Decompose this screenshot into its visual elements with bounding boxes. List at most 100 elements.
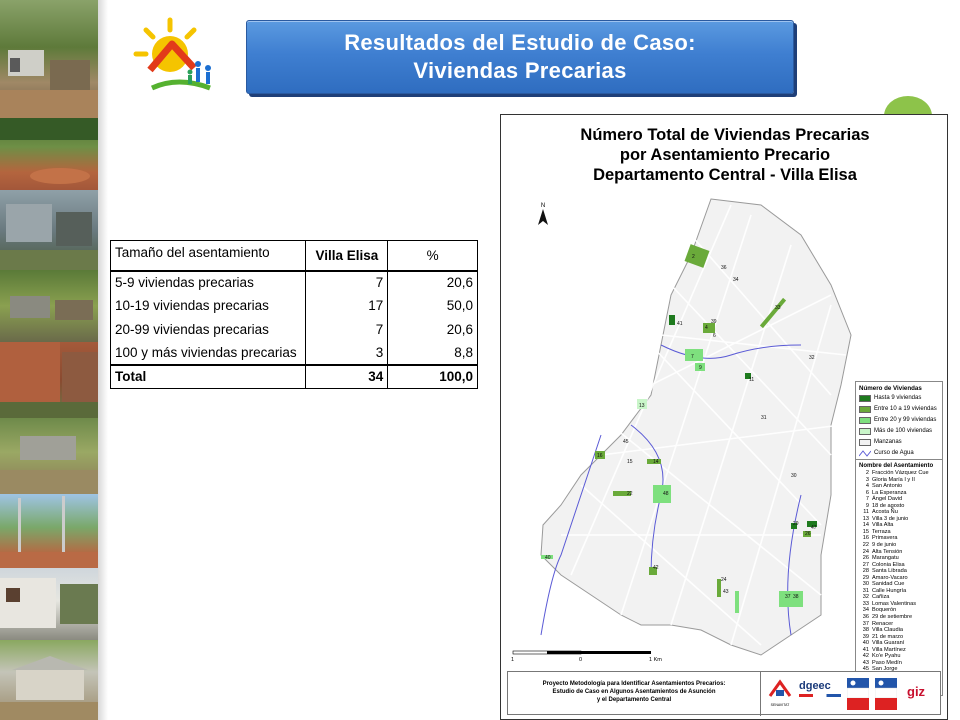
settlement-number: 34	[862, 607, 869, 614]
legend-swatch	[859, 395, 871, 402]
legend-title: Número de Viviendas	[859, 385, 922, 392]
header-percent: %	[387, 240, 478, 272]
map-area: 2 36 34 33 41 39 4 6 7 9 32 11 13 31 45 …	[540, 198, 852, 656]
settlement-number: 24	[862, 548, 869, 555]
north-arrow-icon: N	[537, 203, 549, 229]
settlement-name: Paso Medín	[872, 659, 902, 666]
label-45: 45	[623, 439, 629, 445]
table-row: 10-19 viviendas precarias 17 50,0	[109, 294, 478, 318]
row-count: 7	[305, 270, 389, 294]
list-item: 9 18 de agosto	[859, 503, 939, 510]
title-line-2: Viviendas Precarias	[413, 58, 627, 83]
settlement-names-list: Nombre del Asentamiento 2 Fracción Vázque…	[855, 459, 943, 696]
settlement-name: Cañiza	[872, 594, 890, 601]
settlement-number: 6	[865, 489, 869, 496]
settlement-number: 3	[865, 476, 869, 483]
list-item: 14 Villa Alta	[859, 522, 939, 529]
settlement-number: 29	[862, 574, 869, 581]
total-label: Total	[109, 363, 307, 389]
legend-label: Más de 100 viviendas	[874, 428, 933, 434]
label-33: 33	[775, 305, 781, 311]
people-icon	[187, 61, 211, 84]
settlement-48	[653, 485, 671, 503]
settlement-name: Villa Guaraní	[872, 640, 905, 647]
list-item: 36 29 de setiembre	[859, 614, 939, 621]
dgeec-label: dgeec	[799, 680, 831, 692]
settlement-name: Colonia Elisa	[872, 561, 905, 568]
settlement-40	[541, 555, 553, 559]
list-item: 13 Villa 3 de junio	[859, 516, 939, 523]
total-count: 34	[305, 363, 389, 389]
legend-label: Curso de Agua	[874, 450, 914, 456]
photo-settlement-1	[0, 0, 98, 118]
list-item: 32 Cañiza	[859, 594, 939, 601]
map-footer: Proyecto Metodología para Identificar As…	[507, 671, 942, 716]
list-item: 43 Paso Medín	[859, 660, 939, 667]
settlement-number: 36	[862, 614, 869, 621]
table-row: 100 y más viviendas precarias 3 8,8	[109, 341, 478, 365]
settlement-42	[649, 567, 657, 575]
settlement-name: La Esperanza	[872, 489, 907, 496]
list-item: 26 Marangatu	[859, 555, 939, 562]
settlement-22	[613, 491, 631, 496]
label-41: 41	[677, 321, 683, 327]
map-title-line-3: Departamento Central - Villa Elisa	[593, 166, 857, 184]
footer-logos: SENAVITAT dgeec giz	[760, 672, 942, 716]
list-item: 2 Fracción Vázquez Cue	[859, 470, 939, 477]
legend-swatch	[859, 406, 871, 413]
table-row: 20-99 viviendas precarias 7 20,6	[109, 317, 478, 341]
settlement-number: 9	[865, 502, 869, 509]
label-47: 47	[811, 525, 817, 531]
list-item: 27 Colonia Elisa	[859, 562, 939, 569]
photo-settlement-4	[0, 270, 98, 342]
settlement-number: 31	[862, 587, 869, 594]
settlement-number: 26	[862, 555, 869, 562]
list-item: 39 21 de marzo	[859, 634, 939, 641]
scale-label-left: 1	[511, 657, 515, 663]
list-item: 31 Calle Hungría	[859, 588, 939, 595]
row-label: 10-19 viviendas precarias	[109, 294, 307, 318]
settlement-number: 38	[862, 627, 869, 634]
settlement-name: Villa Claudia	[872, 627, 903, 634]
settlement-name: Santa Librada	[872, 568, 907, 575]
label-31: 31	[761, 415, 767, 421]
label-37: 37	[785, 594, 791, 600]
settlement-map: Número Total de Viviendas Precarias por …	[500, 114, 948, 720]
map-title: Número Total de Viviendas Precarias por …	[501, 125, 949, 185]
settlement-name: Primavera	[872, 535, 898, 542]
legend-item: Hasta 9 viviendas	[859, 393, 939, 404]
settlement-43	[735, 591, 739, 613]
settlement-name: Amaro-Vacaro	[872, 574, 908, 581]
list-item: 41 Villa Martínez	[859, 647, 939, 654]
label-40: 40	[545, 555, 551, 561]
map-title-line-1: Número Total de Viviendas Precarias	[580, 126, 870, 144]
settlement-number: 11	[863, 509, 869, 516]
title-banner: Resultados del Estudio de Caso: Vivienda…	[246, 20, 794, 94]
settlement-number: 42	[862, 653, 869, 660]
label-29: 29	[793, 521, 799, 527]
settlement-name: 9 de junio	[872, 542, 897, 549]
settlement-name: Villa Martínez	[872, 646, 906, 653]
settlement-number: 39	[862, 633, 869, 640]
list-item: 3 Gloria María I y II	[859, 477, 939, 484]
settlement-29	[791, 523, 797, 529]
label-15: 15	[627, 459, 633, 465]
settlement-number: 32	[862, 594, 869, 601]
settlement-41	[669, 315, 675, 325]
row-label: 5-9 viviendas precarias	[109, 270, 307, 294]
row-percent: 8,8	[387, 341, 478, 365]
settlement-number: 27	[862, 561, 869, 568]
row-percent: 50,0	[387, 294, 478, 318]
settlement-name: Fracción Vázquez Cue	[872, 470, 929, 476]
table-header-row: Tamaño del asentamiento Villa Elisa %	[109, 240, 478, 272]
giz-logo: giz	[907, 684, 925, 699]
row-label: 100 y más viviendas precarias	[109, 341, 307, 365]
label-26: 26	[805, 531, 811, 537]
list-item: 42 Ko'e Pyahu	[859, 653, 939, 660]
settlement-name: Ko'e Pyahu	[872, 653, 901, 660]
label-13: 13	[639, 403, 645, 409]
label-32: 32	[809, 355, 815, 361]
label-7: 7	[691, 354, 694, 360]
list-item: 7 Ángel David	[859, 496, 939, 503]
list-item: 30 Sanidad Cue	[859, 581, 939, 588]
